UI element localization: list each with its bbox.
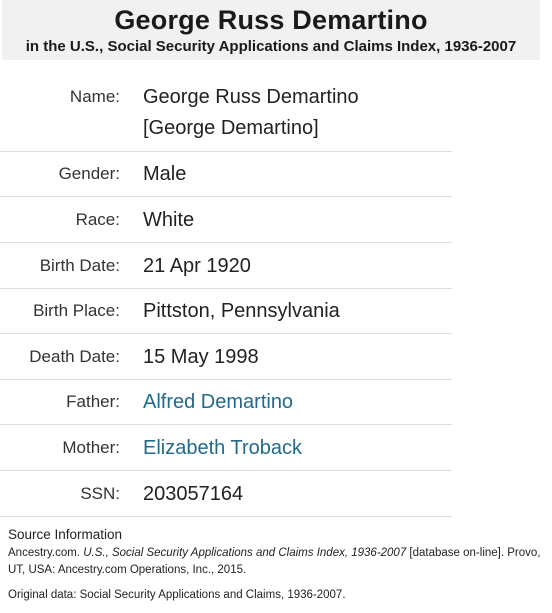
record-row-birth-date: Birth Date: 21 Apr 1920 bbox=[0, 243, 452, 289]
source-heading: Source Information bbox=[8, 527, 123, 542]
father-link[interactable]: Alfred Demartino bbox=[143, 391, 294, 413]
race-value: White bbox=[143, 208, 195, 231]
name-primary: George Russ Demartino bbox=[143, 86, 359, 108]
source-information: Source Information Ancestry.com. U.S., S… bbox=[8, 526, 548, 604]
record-row-name: Name: George Russ Demartino [George Dema… bbox=[0, 73, 452, 152]
record-row-father: Father: Alfred Demartino bbox=[0, 380, 452, 425]
record-row-ssn: SSN: 203057164 bbox=[0, 471, 452, 517]
record-row-mother: Mother: Elizabeth Troback bbox=[0, 425, 452, 471]
mother-label: Mother: bbox=[62, 437, 120, 457]
name-label: Name: bbox=[69, 87, 120, 106]
collection-subtitle: in the U.S., Social Security Application… bbox=[25, 38, 517, 55]
birth-date-value: 21 Apr 1920 bbox=[143, 254, 251, 277]
mother-link[interactable]: Elizabeth Troback bbox=[143, 436, 302, 459]
name-alternate: [George Demartino] bbox=[143, 117, 319, 139]
birth-place-label: Birth Place: bbox=[33, 301, 120, 320]
birth-place-value: Pittston, Pennsylvania bbox=[143, 300, 340, 322]
citation-suffix: [database on-line]. Provo, UT, USA: Ance… bbox=[8, 547, 541, 576]
record-row-gender: Gender: Male bbox=[0, 152, 452, 197]
record-row-death-date: Death Date: 15 May 1998 bbox=[0, 334, 452, 380]
citation-prefix: Ancestry.com. bbox=[8, 547, 84, 559]
name-value: George Russ Demartino [George Demartino] bbox=[143, 73, 359, 144]
race-label: Race: bbox=[75, 209, 120, 229]
record-row-race: Race: White bbox=[0, 197, 452, 243]
citation-title: U.S., Social Security Applications and C… bbox=[83, 547, 407, 559]
record-row-birth-place: Birth Place: Pittston, Pennsylvania bbox=[0, 289, 452, 334]
page-title: George Russ Demartino bbox=[114, 5, 428, 35]
record-header: George Russ Demartino in the U.S., Socia… bbox=[2, 0, 540, 60]
death-date-value: 15 May 1998 bbox=[143, 345, 259, 368]
record-table: Name: George Russ Demartino [George Dema… bbox=[0, 73, 452, 517]
source-citation: Ancestry.com. U.S., Social Security Appl… bbox=[8, 545, 548, 579]
father-label: Father: bbox=[66, 392, 120, 411]
ssn-label: SSN: bbox=[80, 483, 120, 503]
ssn-value: 203057164 bbox=[143, 482, 244, 505]
birth-date-label: Birth Date: bbox=[39, 255, 120, 275]
death-date-label: Death Date: bbox=[29, 346, 120, 366]
gender-label: Gender: bbox=[58, 164, 120, 183]
gender-value: Male bbox=[143, 163, 187, 185]
original-data-note: Original data: Social Security Applicati… bbox=[8, 589, 346, 601]
